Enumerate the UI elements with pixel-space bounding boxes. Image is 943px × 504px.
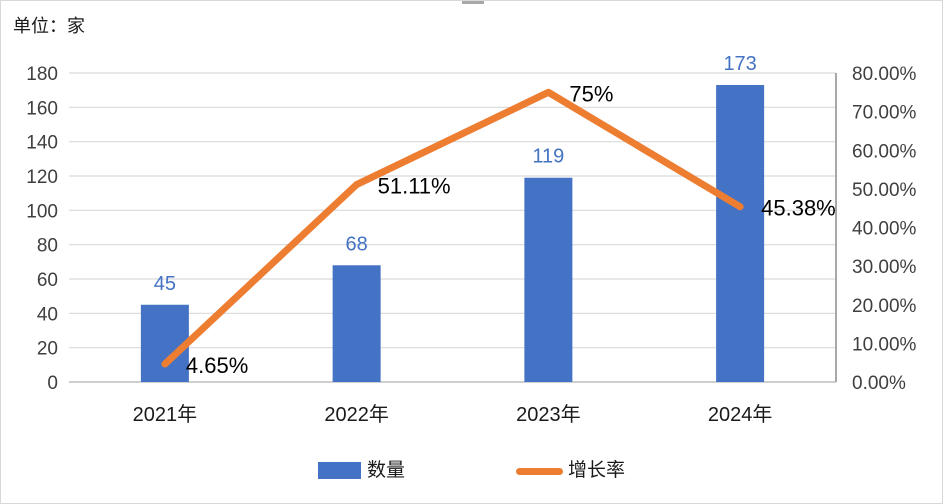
left-axis-tick: 180 [26, 64, 58, 85]
right-axis-tick: 60.00% [852, 141, 917, 162]
x-axis-label: 2024年 [708, 403, 773, 426]
right-axis-tick: 50.00% [852, 180, 917, 201]
bar [332, 265, 381, 382]
legend-line-swatch [516, 468, 563, 475]
legend-label-quantity: 数量 [367, 460, 406, 481]
left-axis-tick: 100 [26, 201, 58, 222]
bar-value-label: 119 [532, 146, 564, 168]
growth-line [161, 88, 744, 368]
left-axis-tick: 160 [26, 98, 58, 119]
bar [716, 85, 765, 383]
unit-label: 单位：家 [13, 16, 85, 36]
left-axis-tick: 40 [37, 304, 58, 325]
right-axis-tick: 70.00% [852, 103, 917, 124]
right-axis-tick: 10.00% [852, 334, 917, 355]
left-axis-tick: 0 [47, 373, 58, 394]
left-axis-tick: 80 [37, 236, 58, 257]
legend-bar-swatch [318, 462, 361, 479]
left-axis-tick: 140 [26, 133, 58, 154]
right-axis-tick: 0.00% [852, 373, 906, 394]
left-axis-tick: 120 [26, 167, 58, 188]
x-axis-label: 2022年 [324, 403, 389, 426]
right-axis-tick: 30.00% [852, 257, 917, 278]
left-axis-tick: 20 [37, 339, 58, 360]
line-value-label: 51.11% [378, 174, 451, 199]
line-value-label: 75% [569, 81, 613, 106]
x-axis-label: 2021年 [133, 403, 198, 426]
right-axis-tick: 80.00% [852, 64, 917, 85]
line-value-label: 4.65% [186, 353, 248, 378]
bar-value-label: 173 [723, 53, 756, 75]
x-axis-label: 2023年 [516, 403, 581, 426]
bar-value-label: 68 [346, 233, 368, 255]
window-resize-handle [462, 1, 484, 4]
right-axis-tick: 40.00% [852, 219, 917, 240]
bar [524, 177, 573, 382]
legend-label-growth-rate: 增长率 [568, 460, 626, 481]
left-axis-tick: 60 [37, 270, 58, 291]
bar-value-label: 45 [154, 273, 176, 295]
line-value-label: 45.38% [761, 196, 836, 221]
right-axis-tick: 20.00% [852, 296, 917, 317]
bar [140, 304, 189, 382]
